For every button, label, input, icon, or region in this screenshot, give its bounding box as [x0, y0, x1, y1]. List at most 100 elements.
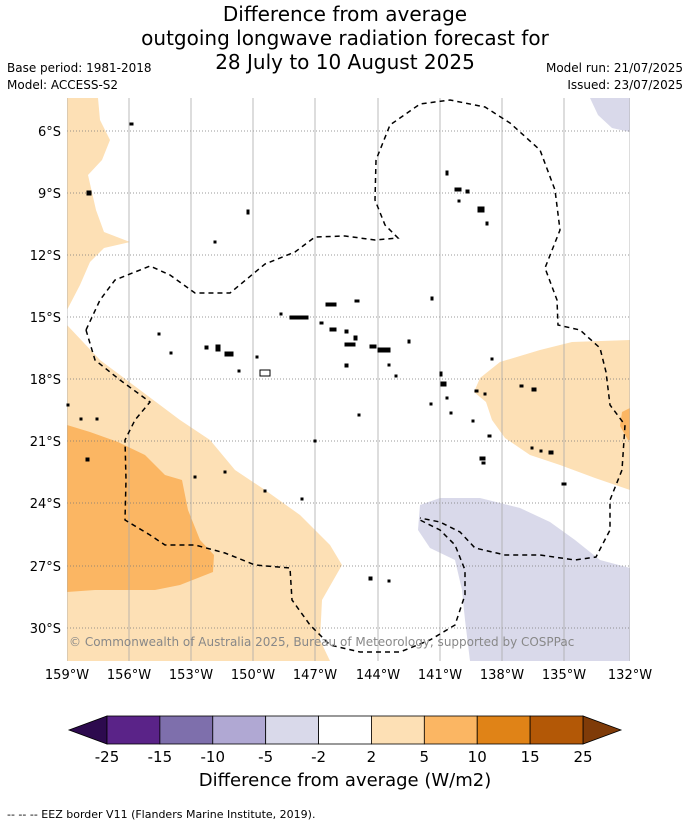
lon-tick-label: 153°W: [169, 668, 213, 683]
island: [325, 302, 337, 307]
title-line-1: Difference from average: [222, 2, 468, 26]
eez-legend: -- -- -- EEZ border V11 (Flanders Marine…: [7, 808, 316, 821]
positive-anomaly-east: [474, 340, 630, 490]
eez-border-french-polynesia: [85, 99, 626, 561]
title-line-2: outgoing longwave radiation forecast for: [141, 26, 549, 50]
island: [279, 312, 283, 316]
lon-tick-label: 156°W: [107, 668, 151, 683]
islands: [66, 122, 567, 583]
lat-tick-label: 9°S: [38, 187, 61, 202]
island: [237, 369, 241, 373]
longitude-labels: 159°W 156°W 153°W 150°W 147°W 144°W 141°W 138°W…: [45, 668, 652, 683]
island: [157, 332, 161, 336]
graticule: [67, 98, 630, 661]
island: [440, 381, 447, 387]
colorbar-label: Difference from average (W/m2): [198, 770, 492, 791]
island: [129, 122, 134, 126]
island: [387, 579, 391, 583]
lon-tick-label: 135°W: [542, 668, 586, 683]
colorbar-swatch: [318, 715, 372, 745]
colorbar-swatch: [212, 715, 267, 745]
island: [223, 470, 227, 474]
issued-date: Issued: 23/07/2025: [567, 78, 683, 92]
lat-tick-label: 12°S: [30, 249, 61, 264]
island: [387, 363, 391, 367]
island: [255, 355, 259, 359]
island: [531, 387, 537, 392]
anomaly-field: [67, 98, 630, 661]
island: [224, 351, 234, 357]
island: [344, 329, 349, 334]
island: [539, 449, 543, 453]
colorbar-tick-label: -2: [311, 748, 326, 766]
strong-positive-anomaly-east: [620, 408, 630, 440]
island: [530, 446, 534, 450]
colorbar-swatch: [529, 715, 584, 745]
island: [66, 403, 70, 407]
colorbar-tick-label: -25: [95, 748, 120, 766]
island: [313, 439, 317, 443]
colorbar-swatch: [106, 715, 161, 745]
island: [479, 456, 486, 461]
island: [377, 347, 391, 353]
island: [204, 345, 209, 350]
colorbar: -25 -15 -10 -5 -2 2 5 10 15 25: [67, 715, 623, 766]
island: [300, 497, 304, 501]
title-line-3: 28 July to 10 August 2025: [215, 50, 475, 74]
negative-anomaly-se: [418, 498, 630, 661]
map-title: Difference from average outgoing longwav…: [0, 2, 690, 74]
island: [85, 457, 90, 462]
strong-positive-anomaly-sw: [67, 425, 214, 592]
island: [354, 299, 360, 303]
island: [445, 170, 449, 176]
island: [95, 417, 99, 421]
island: [561, 482, 567, 486]
island: [407, 339, 411, 344]
lon-tick-label: 132°W: [608, 668, 652, 683]
copyright-notice: © Commonwealth of Australia 2025, Bureau…: [69, 635, 574, 649]
colorbar-tick-label: -15: [148, 748, 173, 766]
island: [487, 434, 492, 438]
island: [474, 389, 479, 393]
island: [519, 384, 524, 388]
lon-tick-label: 159°W: [45, 668, 89, 683]
lon-tick-label: 147°W: [293, 668, 337, 683]
island: [394, 374, 398, 378]
lat-tick-label: 18°S: [30, 373, 61, 388]
colorbar-swatch: [159, 715, 214, 745]
island: [344, 363, 349, 368]
lat-tick-label: 6°S: [38, 125, 61, 140]
colorbar-low-extend: [67, 715, 108, 745]
lat-tick-label: 21°S: [30, 435, 61, 450]
island: [485, 221, 489, 226]
negative-anomaly-ne: [590, 98, 630, 132]
model-name: Model: ACCESS-S2: [7, 78, 119, 92]
colorbar-swatch: [371, 715, 425, 745]
island: [449, 411, 453, 415]
island: [548, 450, 554, 455]
base-info: Base period: 1981-2018 Model: ACCESS-S2: [7, 60, 152, 94]
colorbar-swatch: [265, 715, 319, 745]
island: [353, 335, 358, 341]
base-period: Base period: 1981-2018: [7, 61, 152, 75]
colorbar-high-extend: [582, 715, 623, 745]
lat-tick-label: 24°S: [30, 497, 61, 512]
lon-tick-label: 138°W: [480, 668, 524, 683]
lat-tick-label: 30°S: [30, 622, 61, 637]
colorbar-tick-label: 25: [573, 748, 592, 766]
island: [329, 327, 337, 332]
lon-tick-label: 150°W: [231, 668, 275, 683]
island: [429, 402, 433, 406]
island: [357, 413, 361, 417]
island: [454, 187, 462, 192]
island: [263, 489, 267, 493]
island: [259, 369, 271, 377]
latitude-labels: 6°S 9°S 12°S 15°S 18°S 21°S 24°S 27°S 30°S: [30, 125, 61, 637]
eez-border-cook-islands: [85, 329, 466, 653]
colorbar-tick-label: -10: [201, 748, 226, 766]
island: [445, 396, 449, 400]
colorbar-swatch: [423, 715, 478, 745]
island: [344, 342, 356, 347]
island: [490, 357, 494, 361]
lon-tick-label: 141°W: [418, 668, 462, 683]
